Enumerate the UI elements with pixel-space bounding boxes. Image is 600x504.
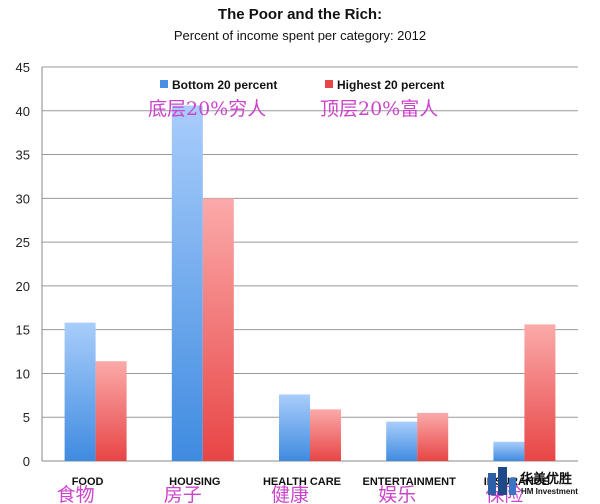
bar-highest-20-entertainment: [417, 412, 449, 461]
y-axis-ticks: 0 5 10 15 20 25 30 35 40 45: [16, 60, 30, 469]
x-tick-label: ENTERTAINMENT: [363, 476, 457, 488]
x-tick-label: FOOD: [72, 476, 104, 488]
y-tick-label: 20: [16, 279, 30, 294]
bar-bottom-20-health-care: [279, 394, 310, 461]
y-tick-label: 0: [23, 454, 30, 469]
y-tick-label: 35: [16, 148, 30, 163]
y-tick-label: 5: [23, 410, 30, 425]
x-tick-label-zh: 食物: [57, 484, 95, 504]
chart-subtitle: Percent of income spent per category: 20…: [174, 28, 426, 43]
bar-highest-20-insurance: [524, 324, 556, 461]
y-tick-label: 40: [16, 104, 30, 119]
y-tick-label: 45: [16, 60, 30, 75]
legend-label-bottom: Bottom 20 percent: [172, 78, 277, 92]
y-tick-label: 25: [16, 235, 30, 250]
x-tick-label-zh: 娱乐: [378, 484, 416, 504]
bar-highest-20-housing: [202, 198, 234, 462]
legend-label-bottom-zh: 底层20%穷人: [148, 98, 266, 120]
bar-bottom-20-insurance: [493, 441, 525, 461]
legend-swatch-bottom: [160, 80, 168, 88]
y-tick-label: 30: [16, 191, 30, 206]
legend-label-highest: Highest 20 percent: [337, 78, 444, 92]
watermark-logo: 华美优胜 HM Investment: [488, 467, 578, 496]
legend-swatch-highest: [325, 80, 333, 88]
legend-label-highest-zh: 顶层20%富人: [320, 98, 438, 120]
bars: [64, 105, 556, 462]
y-tick-label: 10: [16, 366, 30, 381]
x-tick-label: HEALTH CARE: [263, 476, 341, 488]
bar-bottom-20-entertainment: [386, 421, 418, 461]
bar-highest-20-health-care: [310, 409, 341, 461]
bar-bottom-20-food: [64, 322, 96, 461]
legend: Bottom 20 percent 底层20%穷人 Highest 20 per…: [148, 78, 444, 120]
x-tick-label-zh: 房子: [164, 484, 202, 504]
watermark-sub: HM Investment: [521, 487, 578, 496]
watermark-name: 华美优胜: [520, 471, 572, 486]
y-tick-label: 15: [16, 323, 30, 338]
buildings-icon: [488, 467, 516, 495]
gridlines: [42, 66, 578, 418]
x-tick-label-zh: 健康: [271, 484, 309, 504]
chart-title: The Poor and the Rich:: [218, 6, 382, 23]
x-tick-label: HOUSING: [169, 476, 220, 488]
bar-bottom-20-housing: [171, 105, 203, 461]
bar-highest-20-food: [95, 361, 127, 461]
